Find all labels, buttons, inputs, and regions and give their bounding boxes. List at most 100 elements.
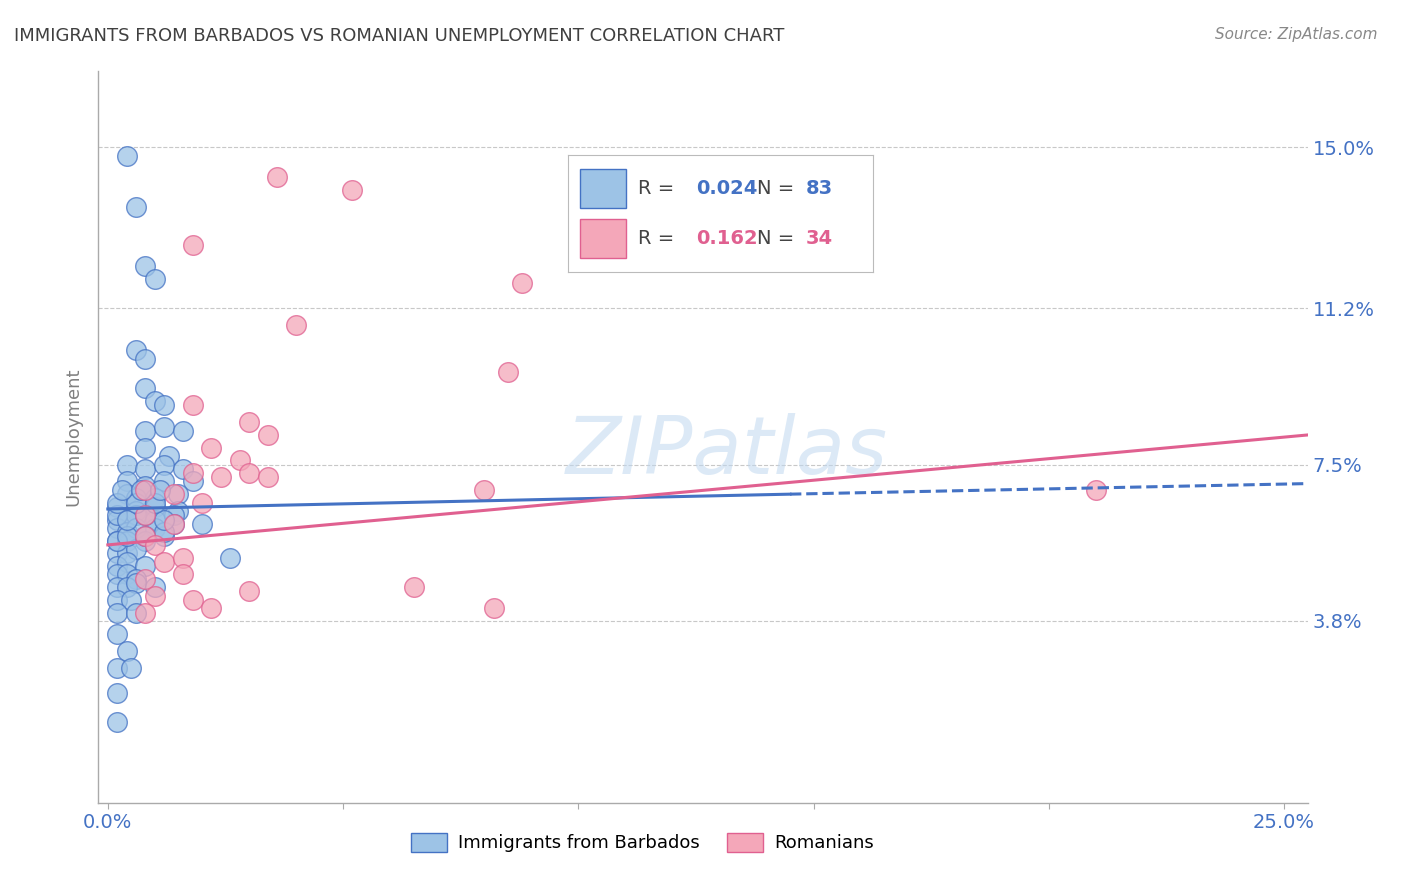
Point (115, 555, 138, 569)
Point (134, 529, 156, 543)
Point (105, 546, 128, 560)
Legend: Immigrants from Barbados, Romanians: Immigrants from Barbados, Romanians (404, 826, 882, 860)
Point (496, 365, 519, 379)
Point (238, 466, 260, 480)
Point (125, 343, 148, 358)
Point (105, 559, 128, 574)
Point (105, 660, 128, 674)
Point (153, 555, 176, 569)
Point (125, 576, 148, 591)
Point (143, 580, 166, 594)
Text: 83: 83 (806, 179, 834, 198)
Point (125, 572, 148, 586)
Point (115, 512, 138, 526)
Text: R =: R = (638, 229, 681, 248)
Point (125, 200, 148, 214)
Point (143, 512, 166, 526)
Point (105, 521, 128, 535)
Point (143, 521, 166, 535)
Point (149, 483, 172, 497)
Point (125, 491, 148, 506)
Point (256, 470, 278, 484)
Point (134, 533, 156, 548)
Point (115, 643, 138, 657)
Point (115, 567, 138, 582)
Point (105, 500, 128, 514)
FancyBboxPatch shape (581, 219, 626, 258)
Point (200, 441, 222, 455)
Point (181, 475, 204, 489)
Point (153, 458, 176, 472)
Point (219, 550, 242, 565)
Point (134, 259, 156, 273)
Point (134, 462, 156, 476)
Point (125, 495, 148, 509)
Point (115, 512, 138, 526)
Text: Source: ZipAtlas.com: Source: ZipAtlas.com (1215, 27, 1378, 42)
Point (172, 567, 194, 582)
Point (157, 449, 180, 463)
Point (143, 394, 166, 409)
Point (134, 529, 156, 543)
Point (125, 521, 148, 535)
Point (115, 458, 138, 472)
Point (191, 495, 214, 509)
FancyBboxPatch shape (581, 169, 626, 208)
Point (105, 606, 128, 620)
Point (153, 525, 176, 540)
Point (120, 592, 142, 607)
Point (111, 483, 134, 497)
Point (134, 351, 156, 366)
Point (125, 606, 148, 620)
Point (285, 318, 308, 332)
Point (134, 424, 156, 438)
Point (153, 512, 176, 526)
Point (510, 276, 533, 290)
Point (172, 462, 194, 476)
Text: 0.024: 0.024 (696, 179, 758, 198)
Point (143, 500, 166, 514)
Point (115, 533, 138, 548)
Point (191, 516, 214, 531)
Point (115, 149, 138, 163)
Point (105, 686, 128, 700)
Point (209, 470, 232, 484)
Point (105, 567, 128, 582)
Point (172, 424, 194, 438)
Point (134, 559, 156, 574)
Text: N =: N = (758, 179, 800, 198)
Point (134, 441, 156, 455)
Point (120, 660, 142, 674)
Point (181, 237, 204, 252)
Point (134, 606, 156, 620)
Text: IMMIGRANTS FROM BARBADOS VS ROMANIAN UNEMPLOYMENT CORRELATION CHART: IMMIGRANTS FROM BARBADOS VS ROMANIAN UNE… (14, 27, 785, 45)
Point (143, 589, 166, 603)
Point (1084, 483, 1107, 497)
Point (163, 487, 186, 501)
Point (143, 495, 166, 509)
Text: N =: N = (758, 229, 800, 248)
Point (153, 419, 176, 434)
Point (115, 580, 138, 594)
Point (238, 584, 260, 599)
Point (167, 504, 190, 518)
Point (134, 508, 156, 523)
Point (105, 715, 128, 730)
Point (105, 512, 128, 526)
Point (238, 415, 260, 429)
Point (105, 533, 128, 548)
Point (181, 398, 204, 412)
Point (125, 504, 148, 518)
Point (266, 169, 288, 184)
Point (115, 475, 138, 489)
Point (134, 508, 156, 523)
Point (125, 508, 148, 523)
Point (472, 483, 495, 497)
Point (181, 466, 204, 480)
Point (163, 508, 186, 523)
Point (105, 495, 128, 509)
Y-axis label: Unemployment: Unemployment (65, 368, 83, 507)
Text: 34: 34 (806, 229, 834, 248)
Point (228, 453, 250, 467)
Point (172, 550, 194, 565)
